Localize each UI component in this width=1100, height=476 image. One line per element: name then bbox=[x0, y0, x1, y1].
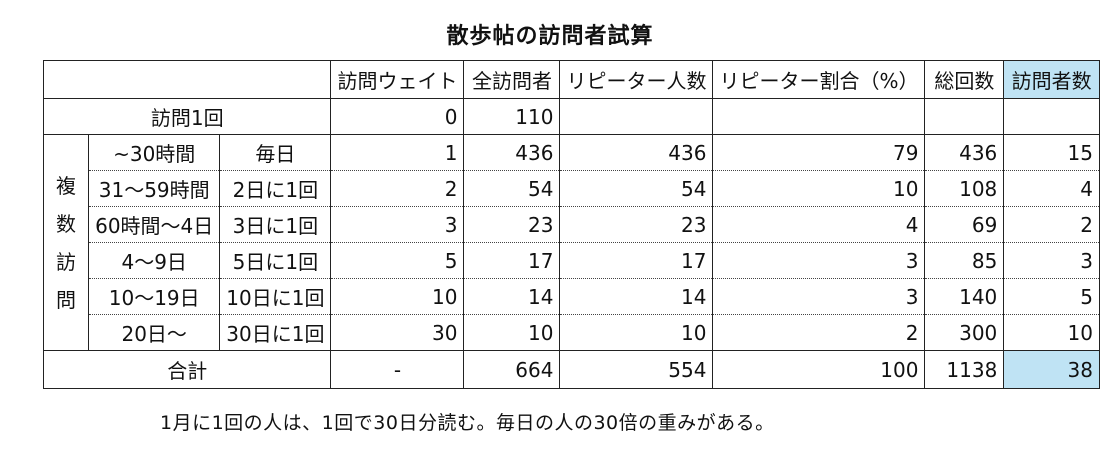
table-row: 31～59時間 2日に1回 2 54 54 10 108 4 bbox=[44, 170, 1100, 207]
weight-cell: 2 bbox=[330, 170, 465, 207]
visitors-cell: 15 bbox=[1003, 134, 1100, 171]
total-count-cell: 108 bbox=[924, 170, 1005, 207]
header-total-count: 総回数 bbox=[924, 60, 1005, 99]
total-visitors: 38 bbox=[1003, 350, 1100, 389]
total-visitors-cell: 54 bbox=[463, 170, 561, 207]
total-visitors-cell: 14 bbox=[463, 278, 561, 315]
header-weight: 訪問ウェイト bbox=[330, 60, 465, 99]
total-visitors-cell: 23 bbox=[463, 206, 561, 243]
multi-visit-char: 数 bbox=[56, 211, 77, 236]
table-row: 4～9日 5日に1回 5 17 17 3 85 3 bbox=[44, 242, 1100, 279]
total-visitors-cell: 17 bbox=[463, 242, 561, 279]
total-visitors-cell: 436 bbox=[463, 134, 561, 171]
interval-cell: 10～19日 bbox=[88, 278, 221, 315]
visitors-cell: 4 bbox=[1003, 170, 1100, 207]
header-repeater-ratio: リピーター割合（%） bbox=[712, 60, 926, 99]
weight-cell: 30 bbox=[330, 314, 465, 351]
ratio-cell: 79 bbox=[712, 134, 926, 171]
table-row: 60時間～4日 3日に1回 3 23 23 4 69 2 bbox=[44, 206, 1100, 243]
freq-cell: 10日に1回 bbox=[219, 278, 332, 315]
single-visit-row: 訪問1回 0 110 bbox=[42, 98, 1100, 135]
visitors-cell: 2 bbox=[1003, 206, 1100, 243]
weight-cell: 1 bbox=[330, 134, 465, 171]
repeaters-cell: 23 bbox=[559, 206, 714, 243]
freq-cell: 3日に1回 bbox=[219, 206, 332, 243]
ratio-cell: 2 bbox=[712, 314, 926, 351]
empty-cell bbox=[559, 98, 714, 135]
weight-cell: 5 bbox=[330, 242, 465, 279]
empty-cell bbox=[1003, 98, 1100, 135]
total-count-cell: 69 bbox=[924, 206, 1005, 243]
visitors-cell: 5 bbox=[1003, 278, 1100, 315]
total-count-cell: 436 bbox=[924, 134, 1005, 171]
freq-cell: 毎日 bbox=[219, 134, 332, 171]
total-count-cell: 300 bbox=[924, 314, 1005, 351]
interval-cell: 60時間～4日 bbox=[88, 206, 221, 243]
weight-cell: 3 bbox=[330, 206, 465, 243]
single-visit-weight: 0 bbox=[330, 98, 465, 135]
total-visitors-cell: 10 bbox=[463, 314, 561, 351]
interval-cell: 4～9日 bbox=[88, 242, 221, 279]
table-row: 複 数 訪 問 ~30時間 毎日 1 436 436 79 436 15 bbox=[42, 134, 1100, 351]
repeaters-cell: 14 bbox=[559, 278, 714, 315]
interval-cell: 20日～ bbox=[88, 314, 221, 351]
header-total-visitors: 全訪問者 bbox=[463, 60, 561, 99]
ratio-cell: 3 bbox=[712, 278, 926, 315]
freq-cell: 2日に1回 bbox=[219, 170, 332, 207]
freq-cell: 30日に1回 bbox=[219, 314, 332, 351]
repeaters-cell: 436 bbox=[559, 134, 714, 171]
table-row: 10～19日 10日に1回 10 14 14 3 140 5 bbox=[44, 278, 1100, 315]
empty-cell bbox=[712, 98, 926, 135]
table-row: 20日～ 30日に1回 30 10 10 2 300 10 bbox=[44, 314, 1100, 351]
single-visit-label: 訪問1回 bbox=[42, 98, 332, 135]
total-count-cell: 140 bbox=[924, 278, 1005, 315]
freq-cell: 5日に1回 bbox=[219, 242, 332, 279]
empty-cell bbox=[924, 98, 1005, 135]
ratio-cell: 3 bbox=[712, 242, 926, 279]
repeaters-cell: 54 bbox=[559, 170, 714, 207]
multi-visit-char: 複 bbox=[56, 173, 77, 198]
total-repeaters: 554 bbox=[559, 350, 714, 389]
total-ratio: 100 bbox=[712, 350, 926, 389]
multi-visit-char: 問 bbox=[56, 287, 77, 312]
sheet-title: 散歩帖の訪問者試算 bbox=[446, 24, 654, 49]
total-label: 合計 bbox=[42, 350, 332, 389]
header-blank bbox=[42, 60, 332, 99]
multi-visit-char: 訪 bbox=[56, 249, 77, 274]
total-weight: - bbox=[330, 350, 465, 389]
total-total-count: 1138 bbox=[924, 350, 1005, 389]
total-total-visitors: 664 bbox=[463, 350, 561, 389]
header-row: 訪問ウェイト 全訪問者 リピーター人数 リピーター割合（%） 総回数 訪問者数 bbox=[42, 60, 1100, 99]
visitors-cell: 10 bbox=[1003, 314, 1100, 351]
weight-cell: 10 bbox=[330, 278, 465, 315]
interval-cell: ~30時間 bbox=[88, 134, 221, 171]
footnote: 1月に1回の人は、1回で30日分読む。毎日の人の30倍の重みがある。 bbox=[160, 412, 775, 434]
header-repeaters: リピーター人数 bbox=[559, 60, 714, 99]
header-visitor-count: 訪問者数 bbox=[1003, 60, 1100, 99]
interval-cell: 31～59時間 bbox=[88, 170, 221, 207]
visitors-cell: 3 bbox=[1003, 242, 1100, 279]
visitor-estimate-table: 訪問ウェイト 全訪問者 リピーター人数 リピーター割合（%） 総回数 訪問者数 … bbox=[42, 60, 1100, 389]
ratio-cell: 4 bbox=[712, 206, 926, 243]
repeaters-cell: 17 bbox=[559, 242, 714, 279]
total-row: 合計 - 664 554 100 1138 38 bbox=[42, 350, 1100, 389]
ratio-cell: 10 bbox=[712, 170, 926, 207]
multi-visit-label: 複 数 訪 問 bbox=[42, 134, 90, 351]
total-count-cell: 85 bbox=[924, 242, 1005, 279]
repeaters-cell: 10 bbox=[559, 314, 714, 351]
single-visit-total: 110 bbox=[463, 98, 561, 135]
